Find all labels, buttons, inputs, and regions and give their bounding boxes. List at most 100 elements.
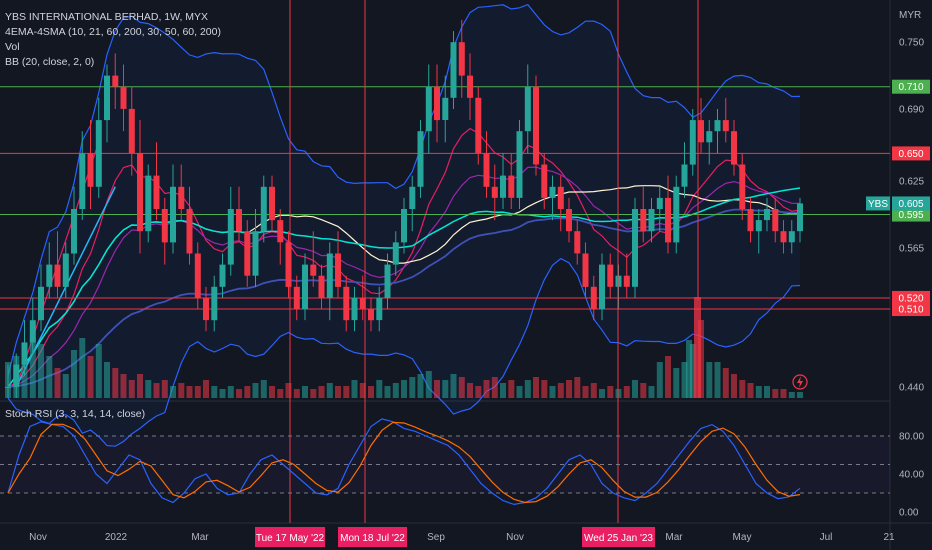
vol-indicator-label[interactable]: Vol bbox=[5, 41, 20, 53]
volume-bar bbox=[632, 380, 638, 398]
volume-bar bbox=[681, 362, 688, 398]
time-tick-label: Mar bbox=[665, 532, 683, 543]
volume-bar bbox=[244, 386, 251, 398]
candle-body bbox=[54, 264, 61, 287]
volume-bar bbox=[285, 383, 292, 398]
volume-spike-bar bbox=[686, 340, 692, 398]
candle-body bbox=[128, 108, 135, 154]
volume-bar bbox=[656, 362, 663, 398]
volume-bar bbox=[269, 386, 275, 398]
candle-body bbox=[219, 264, 226, 287]
volume-bar bbox=[566, 380, 572, 398]
candle-body bbox=[285, 242, 292, 287]
marker-date-badge bbox=[338, 527, 407, 547]
volume-bar bbox=[137, 374, 143, 398]
candle-body bbox=[359, 297, 366, 309]
level-badge bbox=[892, 302, 930, 317]
ema-indicator-label[interactable]: 4EMA-4SMA (10, 21, 60, 200, 30, 50, 60, … bbox=[5, 26, 221, 38]
candle-body bbox=[780, 231, 787, 243]
volume-bar bbox=[516, 386, 523, 398]
price-tick-label: 0.625 bbox=[899, 177, 924, 188]
volume-bar bbox=[797, 392, 803, 398]
candle-body bbox=[227, 209, 234, 265]
price-tick-label: 0.565 bbox=[899, 243, 924, 254]
candle-body bbox=[714, 120, 721, 132]
volume-bar bbox=[38, 344, 44, 398]
candle-body bbox=[5, 386, 11, 388]
chart-legend: YBS INTERNATIONAL BERHAD, 1W, MYX 4EMA-4… bbox=[5, 10, 221, 70]
candle-body bbox=[483, 153, 490, 187]
volume-bar bbox=[293, 389, 300, 398]
candle-body bbox=[500, 175, 506, 198]
candle-body bbox=[21, 342, 28, 365]
volume-bar bbox=[178, 383, 185, 398]
volume-bar bbox=[772, 389, 779, 398]
volume-bar bbox=[764, 386, 770, 398]
time-tick-label: Nov bbox=[29, 532, 47, 543]
candle-body bbox=[79, 153, 86, 209]
candle-body bbox=[640, 209, 647, 232]
candle-body bbox=[161, 209, 168, 243]
candle-body bbox=[549, 186, 556, 198]
candle-body bbox=[376, 297, 383, 321]
volume-bar bbox=[95, 344, 102, 398]
volume-bar bbox=[260, 380, 267, 398]
rsi-tick-label: 0.00 bbox=[899, 508, 919, 519]
candle-body bbox=[38, 286, 44, 321]
price-tick-label: 0.440 bbox=[899, 382, 924, 393]
volume-bar bbox=[714, 362, 721, 398]
level-badge bbox=[892, 207, 930, 222]
candle-body bbox=[326, 253, 333, 298]
volume-bar bbox=[549, 386, 556, 398]
bb-indicator-label[interactable]: BB (20, close, 2, 0) bbox=[5, 56, 95, 68]
volume-bar bbox=[318, 386, 325, 398]
candle-body bbox=[112, 75, 119, 87]
candle-body bbox=[755, 220, 762, 232]
stoch-rsi-label[interactable]: Stoch RSI (3, 3, 14, 14, close) bbox=[5, 408, 146, 420]
volume-bar bbox=[648, 386, 655, 398]
time-tick-label: Jul bbox=[820, 532, 833, 543]
candle-body bbox=[458, 42, 465, 76]
volume-bar bbox=[384, 386, 391, 398]
lightning-icon bbox=[792, 374, 808, 390]
candle-body bbox=[351, 297, 358, 321]
candle-body bbox=[731, 131, 737, 165]
volume-bar bbox=[376, 380, 383, 398]
volume-bar bbox=[582, 386, 589, 398]
candle-body bbox=[95, 120, 102, 187]
time-tick-label: Nov bbox=[506, 532, 524, 543]
candle-body bbox=[673, 186, 680, 243]
level-label: 0.510 bbox=[898, 305, 923, 316]
candle-body bbox=[533, 86, 539, 165]
candle-body bbox=[698, 120, 704, 143]
volume-bar bbox=[574, 377, 581, 398]
candle-body bbox=[29, 320, 36, 343]
level-badge bbox=[892, 290, 930, 305]
candle-body bbox=[178, 186, 185, 209]
volume-bar bbox=[46, 356, 53, 398]
bb-lower-band bbox=[7, 257, 801, 447]
volume-bar bbox=[87, 356, 94, 398]
candle-body bbox=[318, 275, 325, 298]
level-badge bbox=[892, 79, 930, 94]
candle-body bbox=[335, 253, 341, 287]
volume-bar bbox=[351, 380, 358, 398]
candle-body bbox=[599, 264, 605, 310]
symbol-badge-label: YBS bbox=[868, 199, 888, 210]
volume-bar bbox=[442, 380, 449, 398]
candle-body bbox=[252, 231, 259, 276]
candle-body bbox=[293, 286, 300, 309]
candle-body bbox=[368, 309, 374, 321]
volume-bar bbox=[590, 383, 597, 398]
volume-bar bbox=[607, 386, 614, 398]
volume-bar bbox=[434, 380, 440, 398]
volume-bar bbox=[524, 380, 531, 398]
candle-body bbox=[706, 131, 713, 143]
candle-body bbox=[170, 186, 176, 243]
candle-body bbox=[797, 203, 803, 232]
volume-bar bbox=[128, 380, 135, 398]
candle-body bbox=[450, 42, 457, 98]
volume-bar bbox=[401, 380, 407, 398]
candle-body bbox=[244, 231, 251, 276]
